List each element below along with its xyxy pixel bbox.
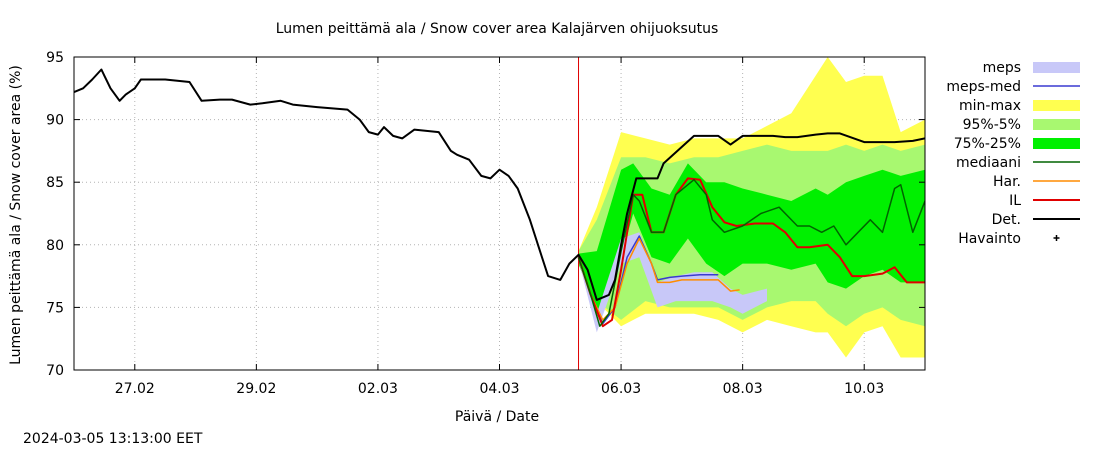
legend-swatch xyxy=(1033,119,1080,130)
y-tick-label: 85 xyxy=(46,175,64,191)
footer-timestamp: 2024-03-05 13:13:00 EET xyxy=(23,431,203,447)
y-tick-label: 90 xyxy=(46,113,64,129)
legend-label: 75%-25% xyxy=(954,136,1021,152)
plot-clip-group xyxy=(74,57,925,370)
legend-label: Har. xyxy=(993,174,1021,190)
legend-swatch xyxy=(1033,138,1080,149)
legend-label: min-max xyxy=(959,98,1021,114)
plot-area: 70 75 80 85 90 95 27.02 29.02 02.03 04.03 06.03 08.… xyxy=(46,50,926,397)
legend-swatch xyxy=(1033,62,1080,73)
legend-label: meps-med xyxy=(946,79,1021,95)
legend-label: meps xyxy=(983,60,1021,76)
y-tick-label: 70 xyxy=(46,363,64,379)
y-tick-label: 80 xyxy=(46,238,64,254)
x-tick-label: 02.03 xyxy=(358,381,398,397)
series-det-line xyxy=(74,68,925,301)
legend-label: IL xyxy=(1009,193,1021,209)
chart-title: Lumen peittämä ala / Snow cover area Kal… xyxy=(276,21,719,37)
x-tick-label: 04.03 xyxy=(479,381,519,397)
legend: meps meps-med min-max 95%-5% 75%-25% mediaani… xyxy=(946,60,1080,247)
x-tick-label: 27.02 xyxy=(115,381,155,397)
y-tick-label: 75 xyxy=(46,300,64,316)
series-il-line xyxy=(577,177,925,328)
series-har-line xyxy=(577,237,740,321)
legend-label: Det. xyxy=(992,212,1021,228)
series-mediaani-line xyxy=(577,178,925,327)
x-tick-label: 08.03 xyxy=(723,381,763,397)
band-7525 xyxy=(578,163,925,314)
y-tick-label: 95 xyxy=(46,50,64,66)
legend-label: Havainto xyxy=(958,231,1021,247)
x-tick-label: 10.03 xyxy=(844,381,884,397)
legend-swatch xyxy=(1033,100,1080,111)
legend-label: mediaani xyxy=(956,155,1021,171)
legend-label: 95%-5% xyxy=(963,117,1021,133)
x-tick-label: 29.02 xyxy=(236,381,276,397)
x-axis-label: Päivä / Date xyxy=(455,409,539,425)
x-tick-label: 06.03 xyxy=(601,381,641,397)
y-axis-label: Lumen peittämä ala / Snow cover area (%) xyxy=(8,65,24,365)
